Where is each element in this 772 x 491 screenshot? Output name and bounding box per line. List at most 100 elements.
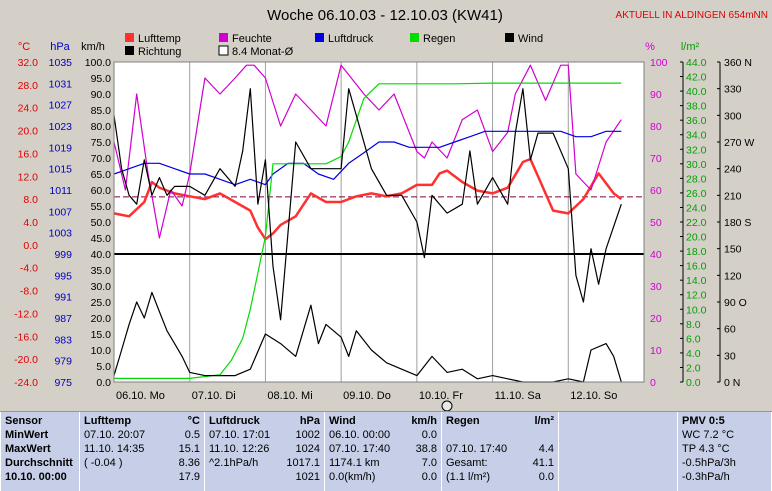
rain-tick-label: 24.0: [686, 202, 707, 214]
press-tick-label: 991: [54, 292, 72, 304]
x-label: 06.10. Mo: [116, 390, 165, 402]
rain-tick-label: 0.0: [686, 377, 701, 389]
temp-min-time: 07.10. 20:07: [84, 429, 146, 441]
legend-swatch-feuchte: [219, 33, 228, 42]
dir-tick-label: 240: [724, 164, 742, 176]
scroll-knob[interactable]: [441, 400, 453, 411]
wind-tick-label: 85.0: [91, 105, 112, 117]
rain-tick-label: 42.0: [686, 72, 707, 84]
press-min-time: 07.10. 17:01: [209, 429, 271, 441]
hum-tick-label: 90: [650, 89, 662, 101]
wind-tick-label: 5.0: [96, 361, 111, 373]
dir-tick-label: 180 S: [724, 217, 751, 229]
press-tick-label: 1023: [49, 121, 73, 133]
press-tick-label: 1015: [49, 164, 73, 176]
pmv-row-1: TP 4.3 °C: [682, 443, 730, 455]
temp-tick-label: -8.0: [20, 286, 38, 298]
x-label: 08.10. Mi: [267, 390, 312, 402]
rain-head: Regen: [446, 415, 480, 427]
hum-tick-label: 50: [650, 217, 662, 229]
press-unit-head: hPa: [299, 415, 320, 427]
x-label: 07.10. Di: [192, 390, 236, 402]
rain-tick-label: 26.0: [686, 188, 707, 200]
wind-tick-label: 40.0: [91, 249, 112, 261]
rain-tick-label: 16.0: [686, 261, 707, 273]
wind-tick-label: 45.0: [91, 233, 112, 245]
wind-tick-label: 80.0: [91, 121, 112, 133]
press-max-value: 1024: [295, 443, 320, 455]
hum-tick-label: 70: [650, 153, 662, 165]
wind-avg-value: 7.0: [421, 457, 437, 469]
col-wind: Wind km/h 06.10. 00:00 0.0 07.10. 17:40 38.…: [325, 412, 442, 491]
wind-tick-label: 15.0: [91, 329, 112, 341]
pmv-row-2: -0.5hPa/3h: [682, 457, 736, 469]
temp-tick-label: 12.0: [18, 171, 39, 183]
wind-tick-label: 65.0: [91, 169, 112, 181]
legend-label-wind: Wind: [518, 33, 543, 45]
press-avg-note: ^2.1hPa/h: [209, 457, 259, 469]
weather-chart: Woche 06.10.03 - 12.10.03 (KW41) AKTUELL…: [14, 7, 768, 411]
dir-tick-label: 360 N: [724, 57, 752, 69]
hum-unit: %: [645, 41, 655, 53]
sensor-row-2: Durchschnitt: [5, 457, 73, 469]
temp-tick-label: -12.0: [14, 308, 38, 320]
legend-swatch-richtung: [125, 46, 134, 55]
col-press: Luftdruck hPa 07.10. 17:01 1002 11.10. 12:…: [205, 412, 325, 491]
legend-swatch-monat: [218, 45, 229, 56]
legend: Lufttemp Feuchte Luftdruck Regen Wind Ri…: [125, 33, 543, 58]
wind-tick-label: 55.0: [91, 201, 112, 213]
rain-tick-label: 6.0: [686, 333, 701, 345]
x-axis-labels: 06.10. Mo 07.10. Di 08.10. Mi 09.10. Do 10.1…: [116, 390, 617, 402]
col-pmv: PMV 0:5 WC 7.2 °C TP 4.3 °C -0.5hPa/3h -…: [678, 412, 772, 491]
press-tick-label: 975: [54, 377, 72, 389]
col-sensor: Sensor MinWert MaxWert Durchschnitt 10.1…: [0, 412, 80, 491]
wind-min-value: 0.0: [421, 429, 437, 441]
temp-head: Lufttemp: [84, 415, 132, 427]
col-rain: Regen l/m² 07.10. 17:40 4.4 Gesamt: 41.1 (1…: [442, 412, 559, 491]
wind-tick-label: 100.0: [85, 57, 111, 69]
press-tick-label: 979: [54, 356, 72, 368]
reference-lines: [114, 196, 644, 255]
sensor-row-0: MinWert: [5, 429, 49, 441]
dir-tick-label: 330: [724, 84, 742, 96]
dir-tick-label: 0 N: [724, 377, 740, 389]
legend-swatch-wind: [505, 33, 514, 42]
hum-tick-label: 0: [650, 377, 656, 389]
series-feuchte: [113, 64, 622, 239]
legend-label-luftdruck: Luftdruck: [328, 33, 374, 45]
rain-total-value: 41.1: [532, 457, 554, 469]
wind-tick-label: 90.0: [91, 89, 112, 101]
wind-tick-label: 25.0: [91, 297, 112, 309]
temp-unit: °C: [18, 41, 30, 53]
temp-tick-label: 24.0: [18, 103, 39, 115]
col-spacer: [559, 412, 678, 491]
hum-tick-label: 100: [650, 57, 668, 69]
rain-tick-label: 8.0: [686, 319, 701, 331]
pmv-row-0: WC 7.2 °C: [682, 429, 735, 441]
wind-max-value: 38.8: [415, 443, 437, 455]
axis-ticks: 32.0 28.0 24.0 20.0 16.0 12.0 8.0 4.0 0.0 -4.0 -8.…: [14, 57, 754, 389]
temp-tick-label: -16.0: [14, 331, 38, 343]
wind-unit-head: km/h: [411, 415, 437, 427]
sensor-row-3: 10.10. 00:00: [5, 471, 67, 483]
wind-tick-label: 35.0: [91, 265, 112, 277]
x-label: 10.10. Fr: [419, 390, 463, 402]
wind-tick-label: 50.0: [91, 217, 112, 229]
rain-tick-label: 28.0: [686, 173, 707, 185]
dir-tick-label: 150: [724, 244, 742, 256]
wind-head: Wind: [329, 415, 356, 427]
dir-tick-label: 120: [724, 270, 742, 282]
wind-tick-label: 10.0: [91, 345, 112, 357]
rain-tick-label: 32.0: [686, 144, 707, 156]
temp-tick-label: -24.0: [14, 377, 38, 389]
temp-avg-value: 8.36: [178, 457, 200, 469]
x-label: 12.10. So: [570, 390, 617, 402]
press-avg-value: 1017.1: [286, 457, 320, 469]
wind-tick-label: 0.0: [96, 377, 111, 389]
rain-tick-label: 4.0: [686, 348, 701, 360]
wind-tick-label: 60.0: [91, 185, 112, 197]
press-tick-label: 995: [54, 270, 72, 282]
temp-tick-label: 20.0: [18, 126, 39, 138]
temp-tick-label: 8.0: [23, 194, 38, 206]
press-head: Luftdruck: [209, 415, 260, 427]
